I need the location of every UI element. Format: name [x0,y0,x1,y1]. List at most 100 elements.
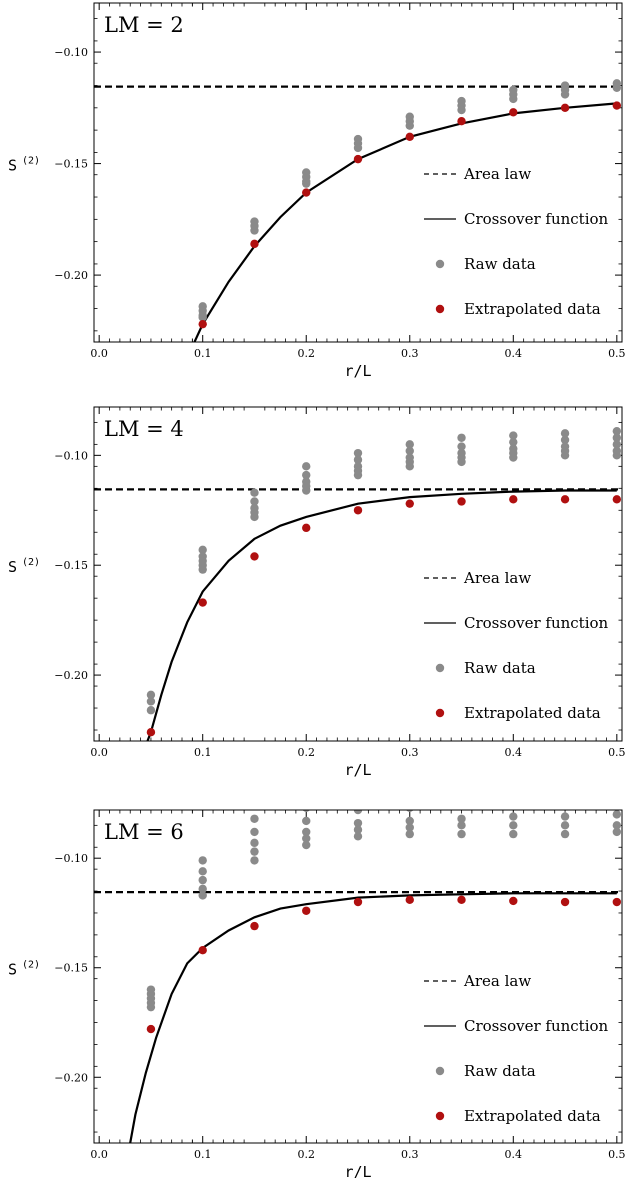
raw-data-point [509,790,517,798]
legend-raw-label: Raw data [464,255,536,273]
raw-data-point [405,440,414,449]
x-tick-label: 0.5 [608,746,626,759]
raw-data-point [353,143,363,153]
raw-data-point [405,121,414,130]
y-tick-label: −0.10 [54,449,88,462]
x-tick-label: 0.2 [297,746,315,759]
x-tick-label: 0.2 [297,347,315,360]
y-axis-label: S [8,961,17,979]
raw-data-point [613,790,621,798]
x-tick-label: 0.2 [297,1148,315,1161]
raw-data-point [146,1002,156,1012]
legend: Area law Crossover function Raw data Extrap… [424,165,609,318]
legend-raw-swatch [435,663,445,673]
raw-data-point [250,814,259,823]
raw-data-point [457,433,466,442]
raw-data-point [353,825,363,834]
raw-data-point [250,226,259,235]
legend-area-law-label: Area law [463,569,531,587]
plot-frame [93,809,623,1144]
extrapolated-data-point [457,895,466,905]
panel-title: LM = 4 [104,417,184,441]
legend-raw-label: Raw data [464,1062,536,1080]
y-tick-label: −0.10 [54,46,88,59]
plot-frame [93,406,623,742]
extrapolated-data-point [198,946,207,955]
y-axis-label-superscript: (2) [22,960,40,971]
legend-raw-swatch [435,1066,445,1076]
legend-extrapolated-swatch [435,708,445,718]
x-tick-label: 0.3 [401,347,419,360]
x-tick-label: 0.0 [90,1148,108,1161]
raw-data-point [560,451,570,460]
raw-data-point [353,448,363,458]
raw-data-point [560,429,570,438]
raw-data-point [406,810,414,813]
y-tick-label: −0.15 [54,559,88,572]
raw-data-point [612,433,622,442]
chart-panel-3: 0.0 0.1 0.2 0.3 0.4 0.5 −0.10 −0.15 −0.20 LM = 6 r… [8,790,626,1178]
legend-area-law-label: Area law [463,165,531,183]
raw-data-point [198,884,207,894]
x-tick-label: 0.4 [505,347,523,360]
raw-data-point [560,90,570,99]
legend: Area law Crossover function Raw data Extrap… [424,569,609,722]
y-tick-label: −0.10 [54,852,88,865]
raw-data-point [509,431,518,440]
raw-data-point [146,697,156,706]
x-tick-label: 0.5 [608,347,626,360]
extrapolated-data-point [302,188,311,197]
extrapolated-data-point [198,598,207,607]
raw-data-point [560,829,570,839]
raw-data-point [406,795,414,803]
raw-data-point [457,801,465,809]
extrapolated-data-point [353,897,363,907]
extrapolated-data-point [509,495,518,504]
legend-raw-swatch [435,259,445,269]
y-tick-label: −0.15 [54,962,88,975]
raw-data-point [146,706,156,715]
raw-data-point [198,891,207,900]
y-tick-label: −0.20 [54,1071,88,1084]
extrapolated-data-point [302,906,311,915]
x-tick-label: 0.5 [608,1148,626,1161]
x-tick-label: 0.3 [401,746,419,759]
raw-data-point [198,856,207,865]
raw-data-point [354,797,362,805]
x-axis-label: r/L [344,362,371,380]
x-axis-label: r/L [344,1163,371,1178]
raw-data-point [509,799,517,807]
raw-data-point [612,426,622,436]
x-tick-label: 0.3 [401,1148,419,1161]
raw-data-point [457,105,466,115]
raw-data-point [250,847,259,856]
extrapolated-data-point [198,319,207,329]
chart-panel-1: 0.0 0.1 0.2 0.3 0.4 0.5 −0.10 −0.15 −0.20 LM = 2 r… [8,2,626,380]
raw-data-point [250,827,259,837]
x-tick-label: 0.4 [505,746,523,759]
raw-data-point [457,442,466,451]
extrapolated-data-point [509,108,518,117]
y-axis-label-superscript: (2) [22,557,40,568]
raw-data-point [250,856,259,865]
raw-data-point [457,457,466,467]
extrapolated-data-point [560,103,570,113]
crossover-curve [129,892,617,1143]
raw-data-point [457,793,465,801]
raw-data-point [302,462,311,471]
raw-data-point [612,83,622,92]
x-tick-label: 0.1 [194,347,212,360]
chart-panel-2: 0.0 0.1 0.2 0.3 0.4 0.5 −0.10 −0.15 −0.20 LM = 4 r… [8,406,626,779]
raw-data-point [353,455,363,464]
legend-extrapolated-label: Extrapolated data [464,300,601,318]
raw-data-point [302,840,311,850]
panel-title: LM = 6 [104,820,184,844]
y-axis-label: S [8,558,17,576]
legend-crossover-label: Crossover function [464,614,609,632]
extrapolated-data-point [353,506,363,515]
x-tick-label: 0.1 [194,1148,212,1161]
extrapolated-data-point [250,921,259,931]
x-tick-label: 0.0 [90,347,108,360]
raw-data-point [612,827,622,837]
raw-data-point [457,829,466,839]
